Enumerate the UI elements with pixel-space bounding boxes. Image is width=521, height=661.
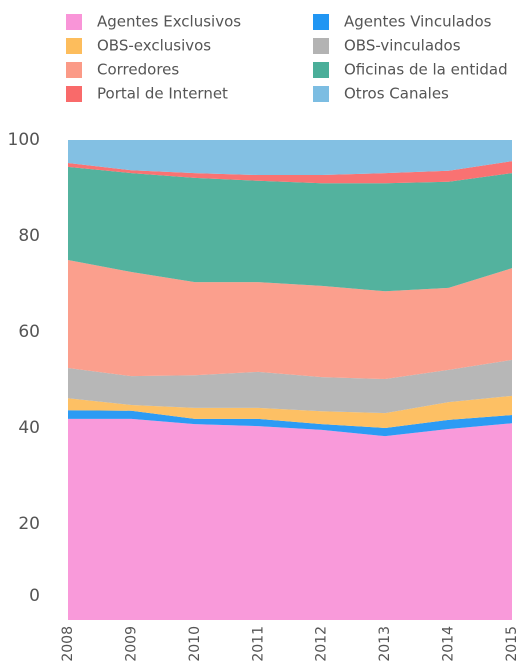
x-tick-label: 2009 xyxy=(123,626,139,661)
x-tick-label: 2011 xyxy=(250,626,266,661)
x-tick-label: 2010 xyxy=(187,626,203,661)
area xyxy=(68,359,512,414)
area xyxy=(68,161,512,184)
x-tick-label: 2008 xyxy=(60,626,76,661)
legend-swatch xyxy=(66,86,82,102)
x-tick-label: 2014 xyxy=(441,626,457,661)
area xyxy=(68,166,512,292)
y-tick-label: 100 xyxy=(8,130,40,150)
legend-swatch xyxy=(66,14,82,30)
y-tick-label: 20 xyxy=(18,514,40,534)
legend-swatch xyxy=(313,62,329,78)
x-tick-label: 2013 xyxy=(377,626,393,661)
area xyxy=(68,260,512,380)
legend-swatch xyxy=(313,86,329,102)
y-tick-label: 80 xyxy=(18,226,40,246)
x-tick-label: 2012 xyxy=(314,626,330,661)
legend-label: Corredores xyxy=(97,61,179,79)
area xyxy=(68,418,512,620)
legend-swatch xyxy=(313,14,329,30)
y-tick-label: 0 xyxy=(29,586,40,606)
legend-swatch xyxy=(313,38,329,54)
legend-swatch xyxy=(66,38,82,54)
y-tick-label: 60 xyxy=(18,322,40,342)
legend-swatch xyxy=(66,62,82,78)
legend-label: Portal de Internet xyxy=(97,85,228,103)
legend-label: OBS-vinculados xyxy=(344,37,461,55)
area xyxy=(68,395,512,428)
area xyxy=(68,140,512,176)
legend-label: Agentes Vinculados xyxy=(344,13,492,31)
legend-label: Oficinas de la entidad xyxy=(344,61,508,79)
legend-label: OBS-exclusivos xyxy=(97,37,211,55)
x-tick-label: 2015 xyxy=(504,626,520,661)
y-tick-label: 40 xyxy=(18,418,40,438)
legend-label: Agentes Exclusivos xyxy=(97,13,241,31)
legend-label: Otros Canales xyxy=(344,85,449,103)
area xyxy=(68,410,512,437)
